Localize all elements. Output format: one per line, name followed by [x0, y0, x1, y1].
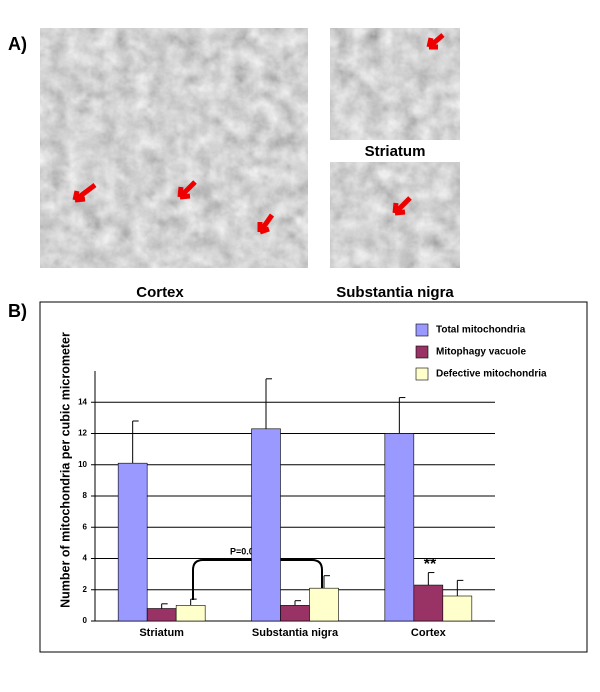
y-tick-label: 4: [83, 554, 88, 563]
y-tick-label: 0: [83, 616, 88, 625]
caption: Cortex: [136, 284, 184, 301]
bar: [117, 462, 148, 622]
bar: [384, 433, 415, 622]
micrograph-substantia-nigra: [329, 161, 461, 269]
x-tick-label: Substantia nigra: [252, 627, 339, 639]
x-tick-label: Striatum: [139, 627, 184, 639]
bar: [280, 605, 310, 622]
y-axis-label: Number of mitochondria per cubic microme…: [58, 332, 72, 608]
bar: [175, 605, 206, 622]
legend-label: Mitophagy vacuole: [436, 347, 526, 358]
annotation: **: [424, 556, 437, 573]
annotation: P=0.008: [230, 546, 264, 556]
x-tick-label: Cortex: [411, 627, 447, 639]
bar: [146, 608, 177, 622]
legend-label: Defective mitochondria: [436, 369, 547, 380]
micrograph-cortex: [39, 27, 309, 269]
y-tick-label: 14: [78, 397, 87, 406]
y-tick-label: 2: [83, 585, 88, 594]
bar: [442, 595, 473, 622]
panel-label: A): [8, 34, 27, 54]
panel-label: B): [8, 301, 27, 321]
bar: [413, 584, 444, 622]
y-tick-label: 10: [78, 460, 87, 469]
y-tick-label: 12: [78, 429, 87, 438]
micrograph-striatum: [329, 27, 461, 141]
y-tick-label: 8: [83, 491, 88, 500]
bar: [309, 587, 339, 622]
legend-swatch: [415, 367, 429, 381]
caption: Substantia nigra: [336, 284, 454, 301]
legend-label: Total mitochondria: [436, 325, 526, 336]
caption: Striatum: [365, 143, 426, 160]
y-tick-label: 6: [83, 522, 88, 531]
legend-swatch: [415, 345, 429, 359]
legend-swatch: [415, 323, 429, 337]
bar: [251, 428, 281, 622]
